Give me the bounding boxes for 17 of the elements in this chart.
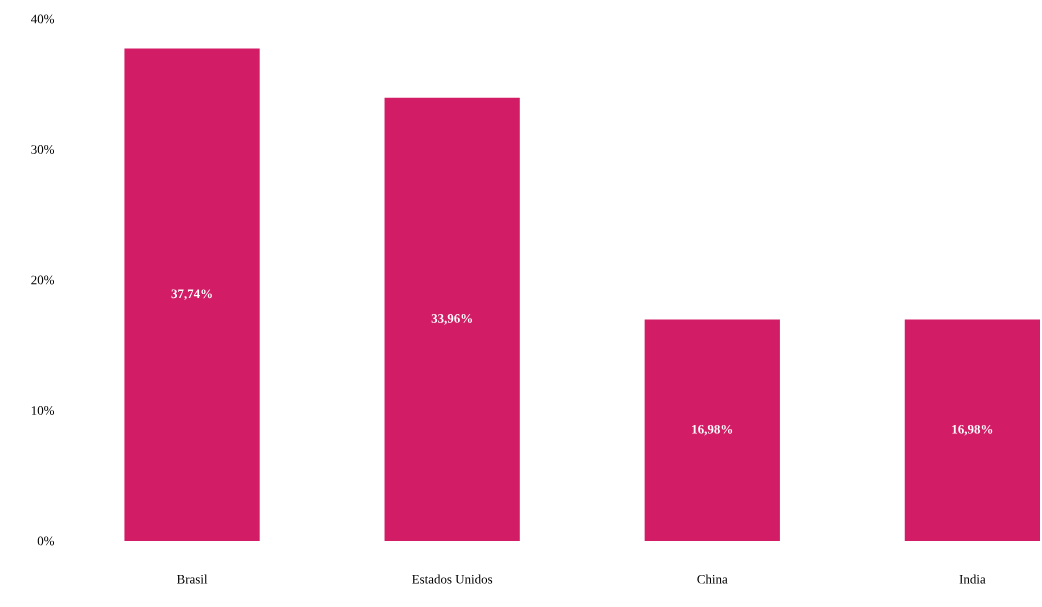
data-label: 16,98% bbox=[952, 424, 993, 436]
data-label: 33,96% bbox=[431, 314, 472, 325]
y-tick-label: 10% bbox=[31, 406, 55, 415]
x-tick-label: Brasil bbox=[176, 574, 208, 584]
x-tick-label: Estados Unidos bbox=[412, 574, 493, 584]
bar bbox=[904, 319, 1041, 541]
bar bbox=[124, 48, 260, 541]
y-tick-label: 20% bbox=[31, 275, 55, 285]
bar bbox=[384, 97, 520, 541]
x-tick-label: India bbox=[959, 574, 986, 584]
y-tick-label: 0% bbox=[37, 536, 55, 546]
data-label: 37,74% bbox=[171, 289, 212, 301]
data-label: 16,98% bbox=[692, 424, 733, 436]
y-tick-label: 40% bbox=[31, 14, 55, 24]
y-tick-label: 30% bbox=[31, 145, 55, 154]
x-tick-label: China bbox=[697, 574, 728, 584]
bar bbox=[644, 319, 780, 541]
